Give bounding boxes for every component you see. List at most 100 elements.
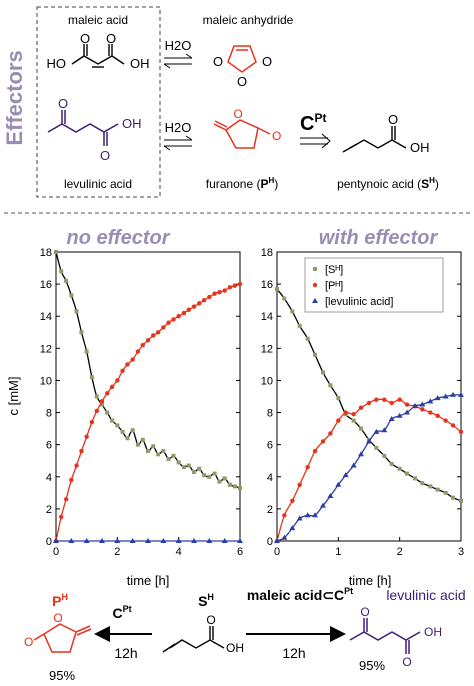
catalyst-label: CPt	[300, 111, 326, 135]
data-point-circle	[89, 419, 95, 425]
levulinic-acid-structure	[47, 110, 119, 146]
series-fit-line	[55, 283, 241, 542]
data-point-circle	[382, 397, 387, 402]
data-point-circle	[351, 411, 356, 417]
y-tick-label: 0	[267, 536, 273, 548]
data-point-square	[74, 309, 79, 314]
data-point-triangle	[366, 438, 372, 444]
pentynoic-o: O	[388, 112, 398, 127]
data-point-circle	[435, 413, 440, 418]
data-point-triangle	[68, 538, 75, 543]
data-point-square	[435, 487, 440, 492]
data-point-square	[397, 466, 402, 471]
data-point-triangle	[99, 538, 105, 543]
data-point-circle	[290, 498, 295, 504]
left-furanone-o2: O	[24, 635, 33, 649]
data-point-square	[110, 418, 115, 423]
furanone-suffix: )	[274, 177, 278, 191]
data-point-square	[217, 479, 222, 484]
data-point-square	[186, 463, 191, 468]
legend-marker	[312, 298, 318, 303]
data-point-circle	[404, 402, 410, 407]
furanone-o-ring: O	[233, 107, 242, 121]
data-point-triangle	[450, 391, 457, 397]
data-point-circle	[171, 317, 176, 322]
data-point-square	[459, 498, 463, 503]
data-point-square	[275, 286, 279, 291]
data-point-triangle	[274, 538, 280, 543]
data-point-triangle	[83, 538, 90, 543]
right-catalyst: maleic acid⊂CPt	[247, 586, 353, 603]
data-point-circle	[155, 330, 161, 335]
data-point-circle	[135, 349, 141, 354]
y-tick-label: 10	[261, 375, 273, 387]
data-point-triangle	[427, 398, 434, 404]
right-catalyst-prefix: maleic acid	[247, 587, 323, 603]
start-sup: H	[207, 592, 214, 602]
data-point-square	[176, 460, 181, 465]
start-oh: OH	[226, 641, 244, 655]
anhydride-o-ring: O	[237, 74, 247, 89]
data-point-circle	[145, 338, 151, 343]
data-point-square	[328, 383, 333, 388]
chart-no-effector: 0 2 4 6 8 10 12 14 16 18 0 2 4 6	[40, 247, 243, 558]
x-tick-label: 2	[397, 546, 403, 558]
data-point-circle	[374, 397, 379, 402]
y-tick-label: 12	[40, 343, 52, 355]
y-tick-label: 6	[267, 440, 273, 452]
x-tick-label: 0	[53, 546, 59, 558]
data-point-triangle	[175, 538, 182, 543]
legend-label: [levulinic acid]	[325, 296, 393, 308]
data-point-triangle	[304, 512, 311, 518]
data-point-triangle	[388, 415, 395, 421]
data-point-circle	[312, 448, 318, 454]
data-point-triangle	[129, 538, 136, 543]
data-point-circle	[282, 513, 287, 518]
levulinic-o1: O	[58, 96, 68, 111]
right-yield: 95%	[359, 658, 385, 673]
data-point-circle	[458, 429, 464, 435]
data-point-square	[156, 452, 161, 457]
data-point-square	[212, 471, 217, 476]
maleic-acid-structure	[71, 44, 125, 68]
left-product-sym: P	[52, 593, 61, 609]
water-label-2: H2O	[165, 120, 192, 135]
data-point-triangle	[320, 502, 326, 508]
data-point-circle	[232, 283, 237, 288]
series-fit-line	[276, 398, 462, 542]
furanone-o-keto: O	[272, 129, 281, 143]
data-point-triangle	[281, 534, 288, 540]
data-point-square	[443, 490, 448, 495]
furanone-structure	[213, 119, 271, 149]
data-point-circle	[389, 400, 394, 406]
left-catalyst-c: C	[112, 605, 122, 621]
catalyst-sup: Pt	[314, 111, 326, 125]
data-point-square	[181, 465, 186, 470]
maleic-anhydride-structure	[227, 45, 257, 73]
data-point-circle	[105, 391, 110, 396]
data-point-square	[351, 418, 356, 423]
data-point-square	[171, 453, 176, 458]
right-catalyst-symbol: ⊂	[322, 587, 334, 603]
data-point-square	[374, 445, 379, 450]
left-catalyst: CPt	[112, 604, 131, 621]
legend-label: [Sᴴ]	[325, 264, 343, 276]
data-point-square	[84, 349, 89, 354]
data-point-square	[192, 469, 196, 474]
data-point-square	[413, 476, 417, 481]
right-o2: O	[402, 655, 411, 669]
pentynoic-sym: S	[421, 177, 429, 191]
legend-box	[304, 257, 444, 313]
y-tick-label: 8	[267, 408, 273, 420]
pentynoic-suffix: )	[435, 177, 439, 191]
legend-label: [Pᴴ]	[325, 280, 343, 292]
data-point-circle	[94, 408, 99, 414]
catalyst-main: C	[300, 113, 314, 135]
data-point-square	[389, 461, 394, 466]
data-point-circle	[297, 482, 302, 488]
levulinic-acid-label: levulinic acid	[64, 177, 132, 191]
data-point-triangle	[442, 393, 449, 399]
data-point-circle	[305, 464, 310, 470]
